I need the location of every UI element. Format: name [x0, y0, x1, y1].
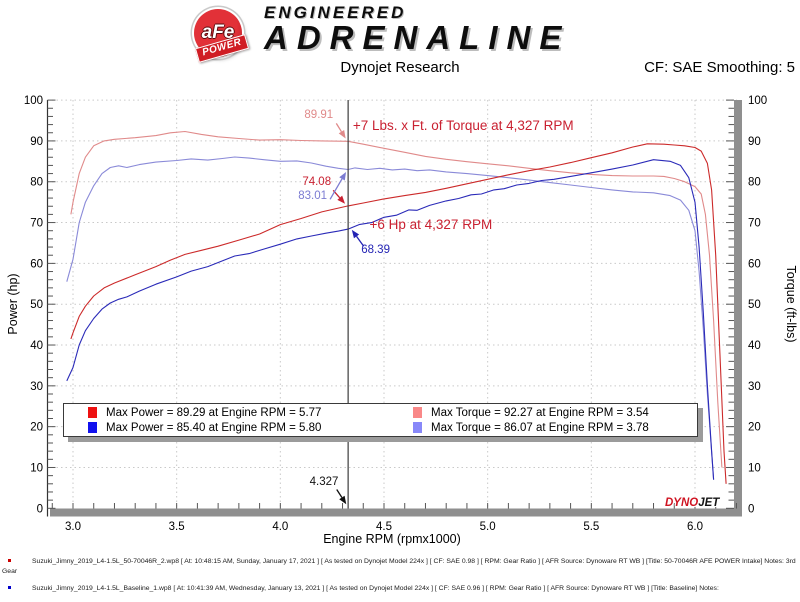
legend-label: Max Torque = 86.07 at Engine RPM = 3.78: [431, 421, 649, 434]
svg-text:3.0: 3.0: [65, 521, 81, 533]
footnote-baseline-run: Suzuki_Jimny_2019_L4-1.5L_Baseline_1.wp8…: [2, 584, 797, 594]
legend-swatch-power-afe: [88, 407, 97, 418]
afe-brand-logo: aFe POWER ENGINEERED ADRENALINE: [188, 1, 628, 63]
footnote-bullet-red: [8, 559, 11, 562]
svg-text:20: 20: [748, 422, 761, 434]
run-footnotes: Suzuki_Jimny_2019_L4-1.5L_50-70046R_2.wp…: [2, 557, 797, 602]
svg-text:40: 40: [30, 340, 43, 352]
svg-text:40: 40: [748, 340, 761, 352]
cf-smoothing-label: CF: SAE Smoothing: 5: [644, 59, 795, 76]
svg-text:100: 100: [24, 95, 43, 107]
svg-text:4.0: 4.0: [272, 521, 288, 533]
page-title: Dynojet Research: [340, 59, 460, 76]
svg-text:6.0: 6.0: [687, 521, 703, 533]
curve-power-afe: [70, 143, 727, 484]
dynojet-watermark: DYNOJET: [665, 497, 719, 509]
svg-text:5.0: 5.0: [480, 521, 496, 533]
svg-text:50: 50: [30, 299, 43, 311]
svg-text:50: 50: [748, 299, 761, 311]
legend-swatch-torque-baseline: [413, 422, 422, 433]
afe-badge-text: aFe: [201, 22, 235, 43]
footnote-text: Suzuki_Jimny_2019_L4-1.5L_50-70046R_2.wp…: [2, 558, 796, 576]
svg-text:70: 70: [30, 218, 43, 230]
svg-text:Engine RPM (rpmx1000): Engine RPM (rpmx1000): [323, 532, 461, 546]
footnote-text: Suzuki_Jimny_2019_L4-1.5L_Baseline_1.wp8…: [32, 585, 719, 593]
legend-label: Max Power = 89.29 at Engine RPM = 5.77: [106, 406, 322, 419]
curve-torque-afe: [70, 130, 723, 468]
svg-text:60: 60: [30, 258, 43, 270]
svg-text:10: 10: [748, 462, 761, 474]
svg-text:4.5: 4.5: [376, 521, 392, 533]
svg-text:0: 0: [748, 503, 754, 515]
curve-power-baseline: [66, 159, 715, 480]
legend-swatch-torque-afe: [413, 407, 422, 418]
legend-swatch-power-baseline: [88, 422, 97, 433]
legend-item-max-torque-baseline: Max Torque = 86.07 at Engine RPM = 3.78: [413, 421, 697, 435]
legend-item-max-power-baseline: Max Power = 85.40 at Engine RPM = 5.80: [88, 421, 413, 435]
svg-text:90: 90: [30, 136, 43, 148]
svg-text:Torque (ft-lbs): Torque (ft-lbs): [784, 265, 798, 342]
legend-item-max-power-afe: Max Power = 89.29 at Engine RPM = 5.77: [88, 406, 413, 420]
legend-label: Max Torque = 92.27 at Engine RPM = 3.54: [431, 406, 649, 419]
brand-text: ENGINEERED ADRENALINE: [264, 3, 571, 56]
legend-label: Max Power = 85.40 at Engine RPM = 5.80: [106, 421, 322, 434]
legend-item-max-torque-afe: Max Torque = 92.27 at Engine RPM = 3.54: [413, 406, 697, 420]
dynojet-watermark-dyno: DYNO: [665, 497, 699, 509]
svg-text:Power (hp): Power (hp): [6, 273, 20, 334]
svg-text:5.5: 5.5: [583, 521, 599, 533]
svg-text:80: 80: [748, 177, 761, 189]
svg-text:3.5: 3.5: [169, 521, 185, 533]
svg-text:30: 30: [30, 381, 43, 393]
svg-text:70: 70: [748, 218, 761, 230]
svg-text:0: 0: [37, 503, 43, 515]
svg-text:20: 20: [30, 422, 43, 434]
brand-line-engineered: ENGINEERED: [264, 3, 407, 22]
svg-text:60: 60: [748, 258, 761, 270]
dynojet-watermark-jet: JET: [698, 497, 720, 509]
svg-text:80: 80: [30, 177, 43, 189]
footnote-bullet-blue: [8, 586, 11, 590]
brand-line-adrenaline: ADRENALINE: [264, 19, 571, 56]
legend-box: Max Power = 89.29 at Engine RPM = 5.77 M…: [63, 403, 698, 437]
svg-text:10: 10: [30, 462, 43, 474]
curve-torque-baseline: [66, 156, 715, 480]
svg-text:100: 100: [748, 95, 767, 107]
svg-text:30: 30: [748, 381, 761, 393]
svg-text:90: 90: [748, 136, 761, 148]
footnote-afe-run: Suzuki_Jimny_2019_L4-1.5L_50-70046R_2.wp…: [2, 557, 797, 577]
